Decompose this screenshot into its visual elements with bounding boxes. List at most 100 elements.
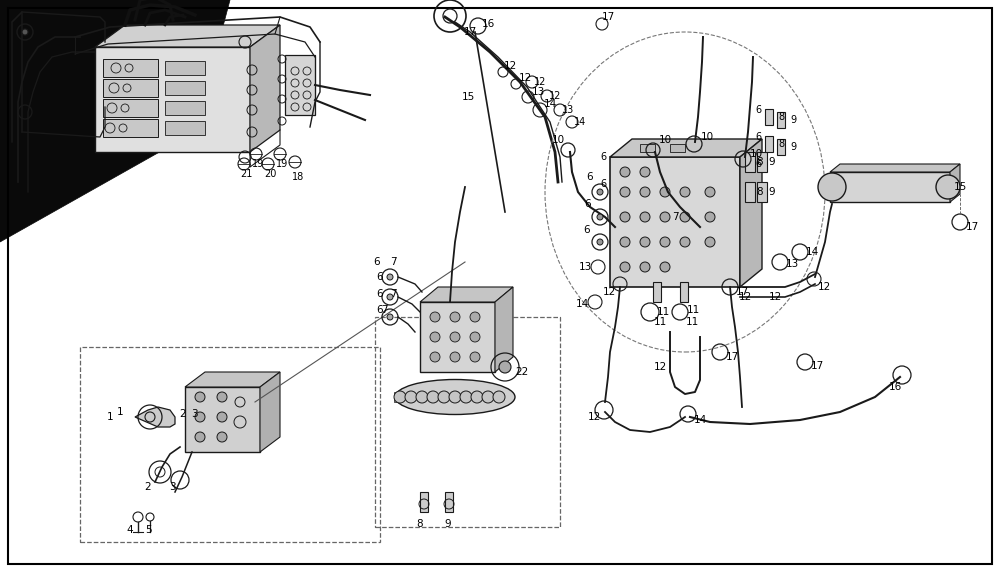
Text: 14: 14 xyxy=(543,99,557,109)
Polygon shape xyxy=(95,47,250,152)
Circle shape xyxy=(705,237,715,247)
Text: 19: 19 xyxy=(252,159,264,169)
Polygon shape xyxy=(610,139,762,157)
Text: 6: 6 xyxy=(755,105,761,115)
Circle shape xyxy=(460,391,472,403)
Circle shape xyxy=(936,175,960,199)
Text: 3: 3 xyxy=(169,482,175,492)
Circle shape xyxy=(660,237,670,247)
Circle shape xyxy=(450,332,460,342)
Bar xyxy=(420,302,495,372)
Circle shape xyxy=(680,187,690,197)
Circle shape xyxy=(680,212,690,222)
Bar xyxy=(653,282,661,302)
Text: 13: 13 xyxy=(785,259,799,269)
Text: 21: 21 xyxy=(240,169,252,179)
Polygon shape xyxy=(830,164,960,172)
Bar xyxy=(438,392,450,402)
Text: 9: 9 xyxy=(769,157,775,167)
Polygon shape xyxy=(610,157,740,287)
Circle shape xyxy=(427,391,439,403)
Text: 3: 3 xyxy=(191,409,197,419)
Text: 9: 9 xyxy=(790,142,796,152)
Text: 14: 14 xyxy=(805,247,819,257)
Polygon shape xyxy=(0,0,230,242)
Bar xyxy=(757,182,767,202)
Bar xyxy=(493,392,505,402)
Circle shape xyxy=(438,391,450,403)
Text: 11: 11 xyxy=(656,307,670,317)
Circle shape xyxy=(818,173,846,201)
Bar xyxy=(394,392,406,402)
Polygon shape xyxy=(185,387,260,452)
Text: 2: 2 xyxy=(180,409,186,419)
Text: 8: 8 xyxy=(778,112,784,122)
Text: 1: 1 xyxy=(117,407,123,417)
Circle shape xyxy=(195,432,205,442)
Text: 6: 6 xyxy=(585,199,591,209)
Circle shape xyxy=(416,391,428,403)
Text: 12: 12 xyxy=(768,292,782,302)
Text: 6: 6 xyxy=(584,225,590,235)
Text: 9: 9 xyxy=(790,115,796,125)
Bar xyxy=(416,392,428,402)
Bar xyxy=(427,392,439,402)
Circle shape xyxy=(620,212,630,222)
Text: 9: 9 xyxy=(769,187,775,197)
Polygon shape xyxy=(420,287,513,302)
Text: 15: 15 xyxy=(953,182,967,192)
Bar xyxy=(405,392,417,402)
Circle shape xyxy=(597,239,603,245)
Circle shape xyxy=(597,189,603,195)
Text: 12: 12 xyxy=(602,287,616,297)
Text: 6: 6 xyxy=(600,179,606,189)
Circle shape xyxy=(217,392,227,402)
Circle shape xyxy=(217,432,227,442)
Bar xyxy=(757,152,767,172)
Text: 6: 6 xyxy=(374,257,380,267)
Text: 12: 12 xyxy=(503,61,517,71)
Circle shape xyxy=(705,187,715,197)
Circle shape xyxy=(499,361,511,373)
Bar xyxy=(449,392,461,402)
Circle shape xyxy=(405,391,417,403)
Circle shape xyxy=(217,412,227,422)
Bar xyxy=(80,347,380,542)
Text: 16: 16 xyxy=(481,19,495,29)
Text: 6: 6 xyxy=(755,132,761,142)
Text: 14: 14 xyxy=(574,117,586,127)
Circle shape xyxy=(620,187,630,197)
Bar xyxy=(165,81,205,95)
Circle shape xyxy=(640,237,650,247)
Polygon shape xyxy=(185,372,280,387)
Polygon shape xyxy=(740,139,762,287)
Text: 12: 12 xyxy=(534,77,546,87)
Text: 12: 12 xyxy=(549,91,561,101)
Text: 12: 12 xyxy=(738,292,752,302)
Polygon shape xyxy=(250,25,280,152)
Text: 6: 6 xyxy=(377,305,383,315)
Text: 6: 6 xyxy=(377,272,383,282)
Text: 14: 14 xyxy=(693,415,707,425)
Text: 13: 13 xyxy=(531,87,545,97)
Circle shape xyxy=(640,187,650,197)
Text: 8: 8 xyxy=(757,187,763,197)
Text: 20: 20 xyxy=(264,169,276,179)
Circle shape xyxy=(430,352,440,362)
Text: 19: 19 xyxy=(276,159,288,169)
Text: 17: 17 xyxy=(810,361,824,371)
Polygon shape xyxy=(950,164,960,202)
Circle shape xyxy=(597,214,603,220)
Text: 6: 6 xyxy=(755,159,761,169)
Text: 10: 10 xyxy=(658,135,672,145)
Bar xyxy=(103,99,158,117)
Bar xyxy=(420,492,428,512)
Circle shape xyxy=(430,312,440,322)
Bar xyxy=(777,112,785,128)
Bar xyxy=(745,182,755,202)
Text: 16: 16 xyxy=(888,382,902,392)
Bar xyxy=(103,119,158,137)
Circle shape xyxy=(660,187,670,197)
Circle shape xyxy=(387,314,393,320)
Text: 14: 14 xyxy=(575,299,589,309)
